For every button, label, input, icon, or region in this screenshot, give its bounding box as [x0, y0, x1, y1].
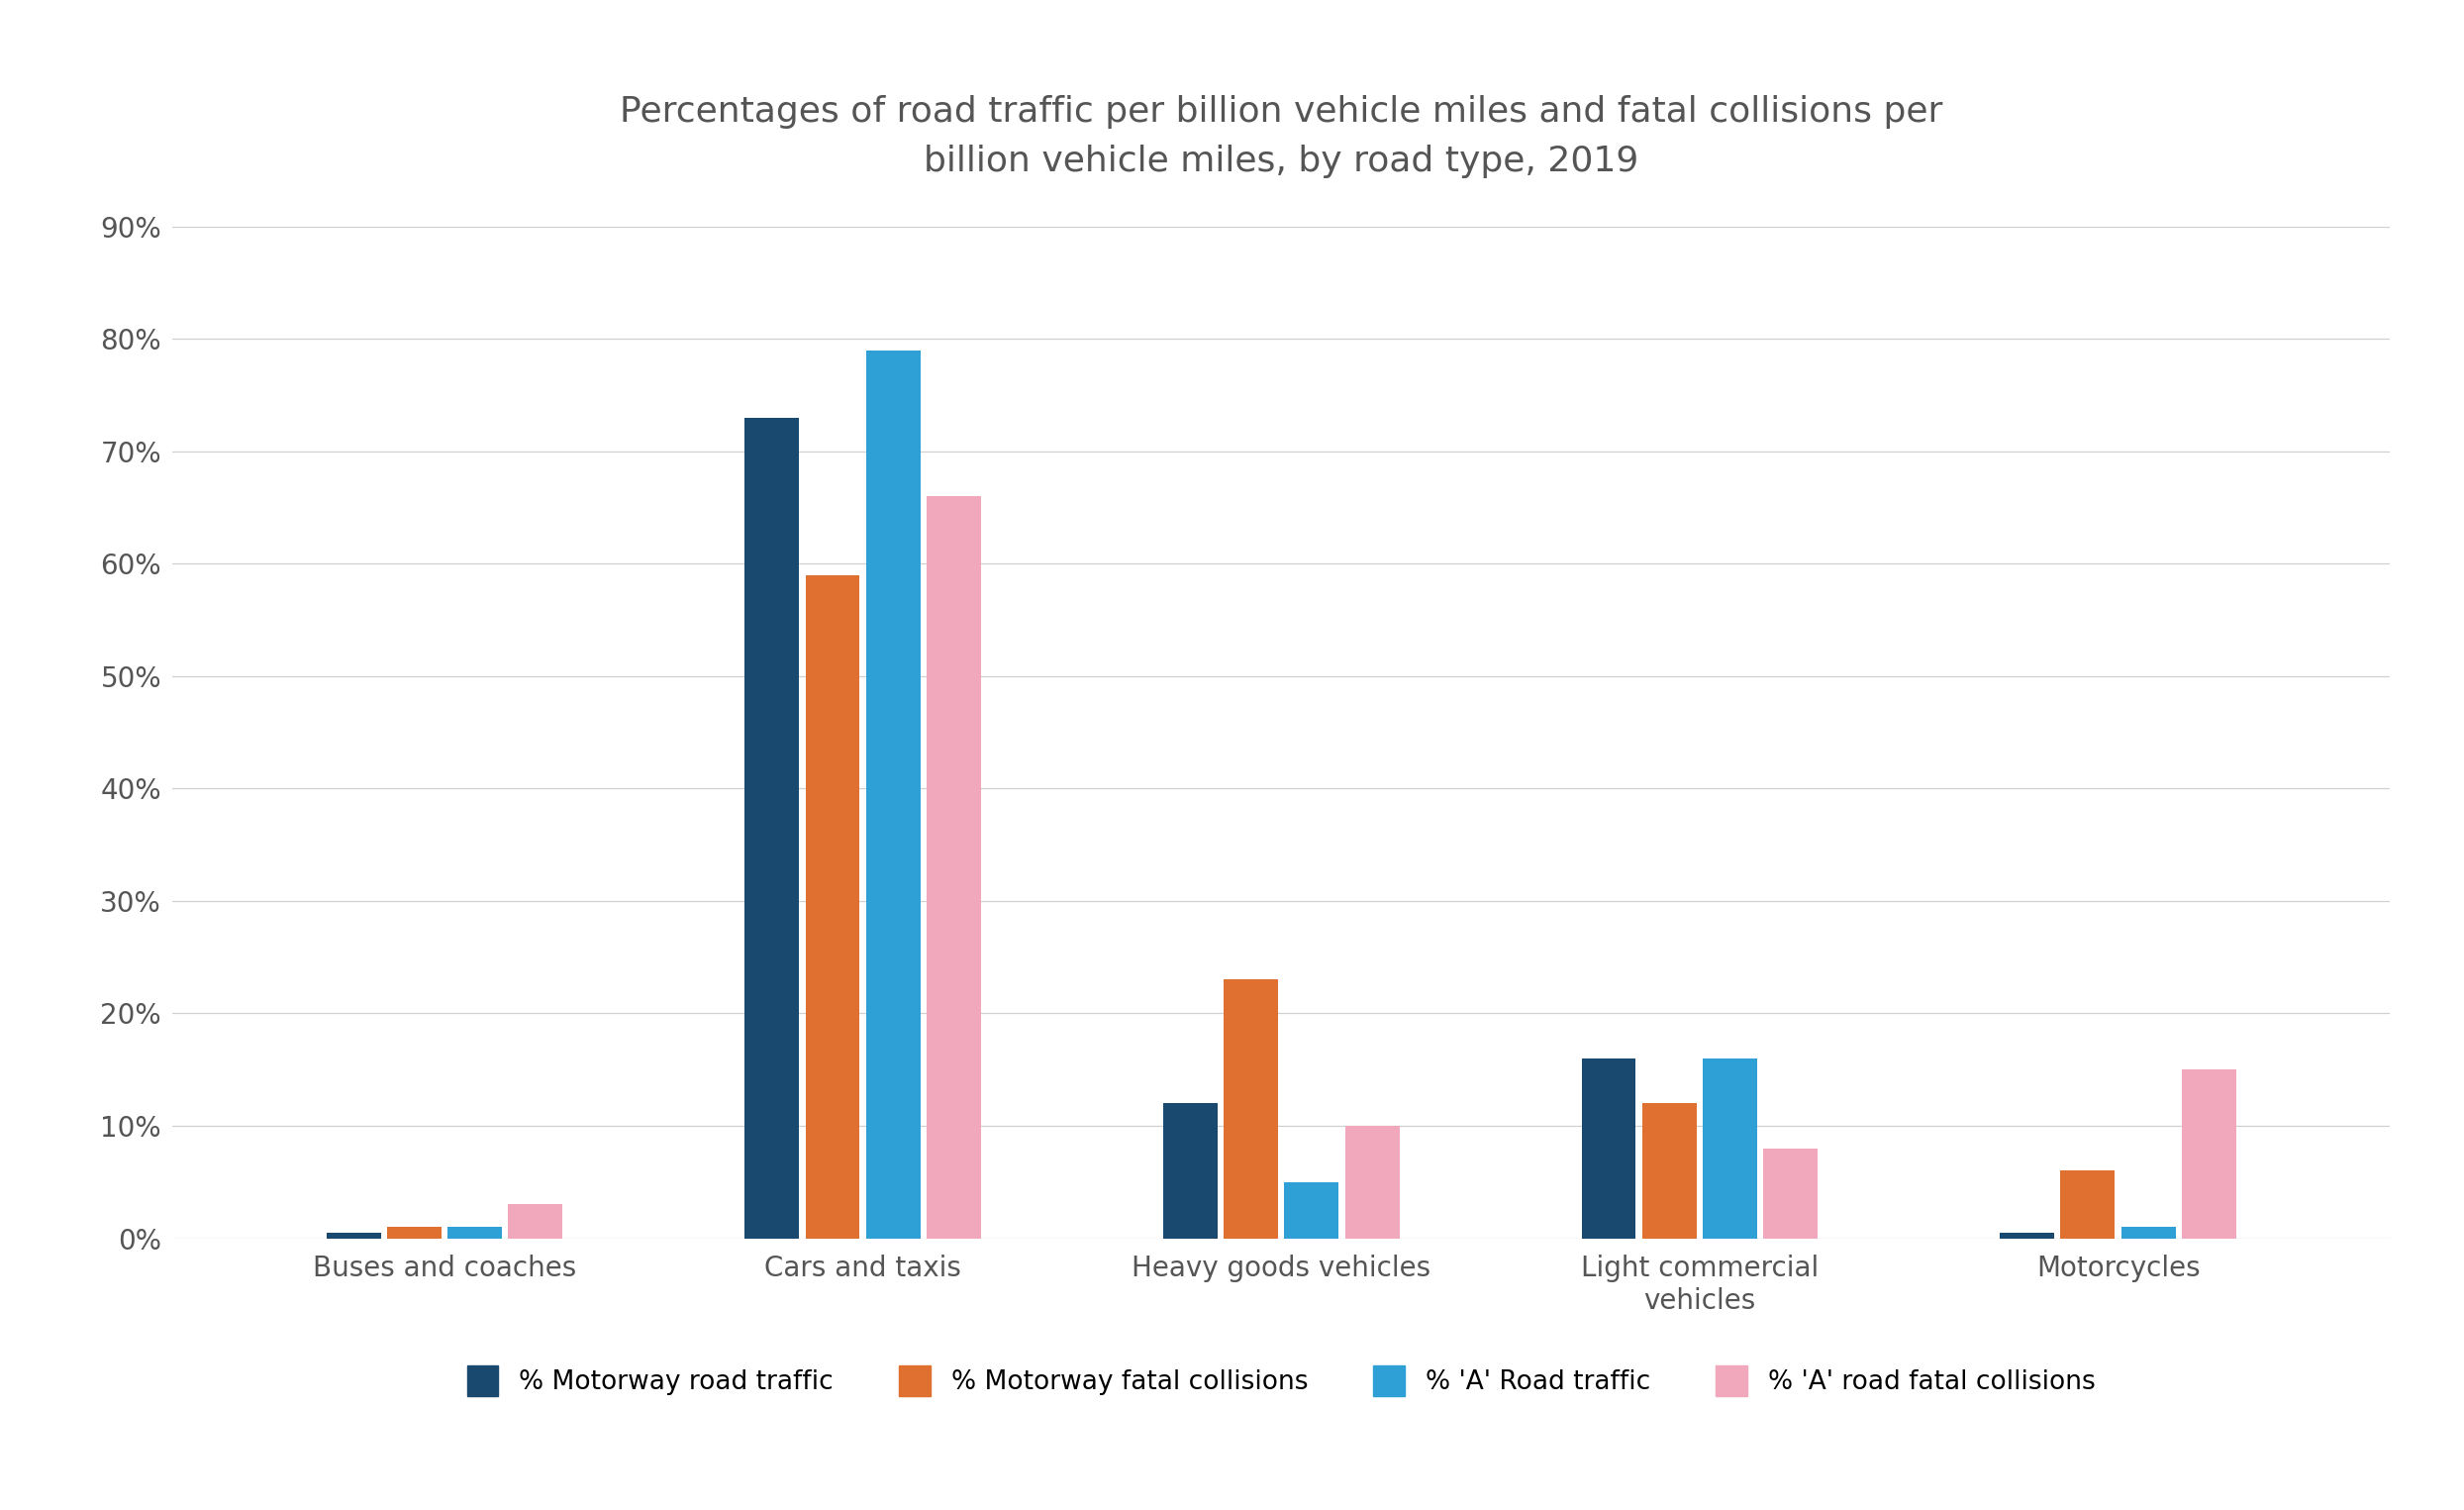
Bar	[1582, 1059, 1636, 1238]
Bar	[1764, 1148, 1818, 1238]
Bar	[2122, 1228, 2176, 1238]
Bar	[2001, 1232, 2055, 1238]
Bar	[1225, 980, 1279, 1238]
Bar	[806, 575, 860, 1238]
Bar	[1345, 1126, 1400, 1238]
Bar	[387, 1228, 441, 1238]
Bar	[926, 497, 981, 1238]
Bar	[448, 1228, 503, 1238]
Bar	[325, 1232, 379, 1238]
Bar	[865, 350, 922, 1238]
Bar	[1284, 1182, 1338, 1238]
Bar	[2183, 1069, 2237, 1238]
Title: Percentages of road traffic per billion vehicle miles and fatal collisions per
b: Percentages of road traffic per billion …	[621, 95, 1942, 178]
Legend: % Motorway road traffic, % Motorway fatal collisions, % 'A' Road traffic, % 'A' : % Motorway road traffic, % Motorway fata…	[453, 1353, 2109, 1409]
Bar	[1641, 1104, 1698, 1238]
Bar	[1163, 1104, 1217, 1238]
Bar	[744, 418, 798, 1238]
Bar	[2060, 1170, 2114, 1238]
Bar	[1703, 1059, 1757, 1238]
Bar	[508, 1205, 562, 1238]
